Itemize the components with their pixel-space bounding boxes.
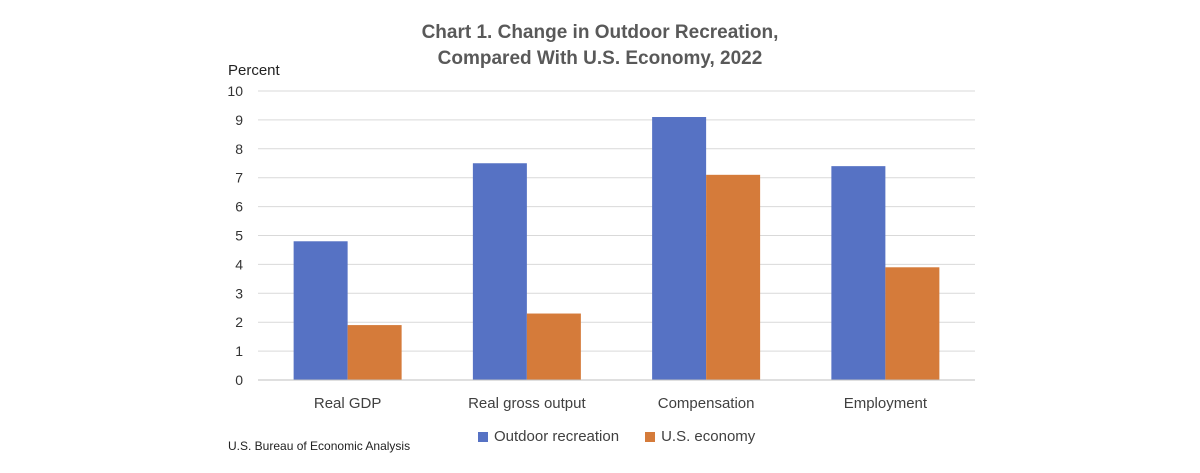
y-tick-label-1: 1 (235, 343, 243, 359)
legend-item-us-economy: U.S. economy (645, 428, 755, 445)
y-tick-label-7: 7 (235, 170, 243, 186)
bar-u-s-economy-2 (706, 174, 761, 380)
x-category-label-0: Real GDP (314, 395, 382, 412)
y-tick-label-9: 9 (235, 112, 243, 128)
bar-u-s-economy-0 (347, 325, 402, 380)
legend-swatch-outdoor-recreation (478, 431, 488, 442)
bar-outdoor-recreation-2 (652, 117, 707, 380)
legend: Outdoor recreation U.S. economy (478, 428, 781, 445)
x-category-label-2: Compensation (658, 395, 755, 412)
bar-outdoor-recreation-3 (831, 166, 886, 380)
y-tick-label-8: 8 (235, 141, 243, 157)
legend-label-us-economy: U.S. economy (661, 428, 756, 445)
chart-title-line-1: Chart 1. Change in Outdoor Recreation, (421, 22, 779, 43)
x-category-label-1: Real gross output (468, 395, 586, 412)
bar-outdoor-recreation-0 (293, 241, 348, 380)
bar-outdoor-recreation-1 (472, 163, 527, 380)
y-tick-label-4: 4 (235, 256, 243, 272)
y-tick-label-3: 3 (235, 285, 243, 301)
legend-item-outdoor-recreation: Outdoor recreation (478, 428, 619, 445)
bar-u-s-economy-1 (526, 313, 581, 380)
y-tick-label-6: 6 (235, 199, 243, 215)
y-tick-label-5: 5 (235, 228, 243, 244)
chart-title-line-2: Compared With U.S. Economy, 2022 (437, 48, 763, 69)
y-axis-label: Percent (228, 62, 280, 79)
legend-label-outdoor-recreation: Outdoor recreation (494, 428, 620, 445)
y-tick-label-10: 10 (227, 83, 243, 99)
x-category-label-3: Employment (844, 395, 928, 412)
source-note: U.S. Bureau of Economic Analysis (228, 439, 411, 453)
y-tick-label-0: 0 (235, 372, 243, 388)
bar-u-s-economy-3 (885, 267, 940, 380)
y-tick-label-2: 2 (235, 314, 243, 330)
legend-swatch-us-economy (645, 431, 656, 442)
